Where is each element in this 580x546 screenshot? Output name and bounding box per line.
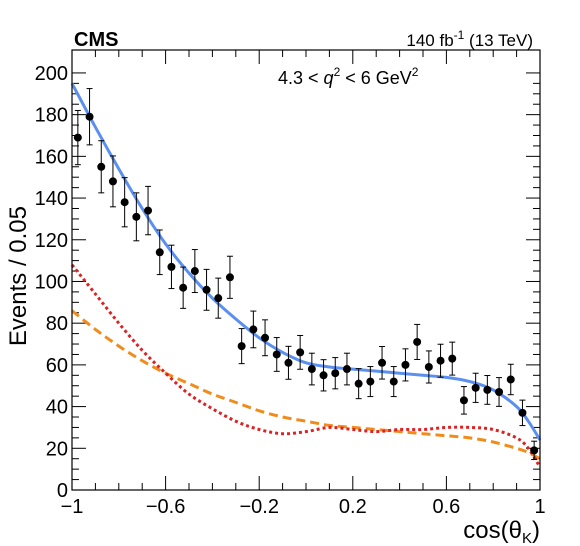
data-point	[307, 365, 316, 374]
data-points	[73, 88, 539, 461]
x-tick-label: −0.2	[239, 496, 278, 518]
data-point	[459, 396, 468, 405]
data-point	[261, 333, 270, 342]
y-tick-label: 120	[35, 230, 68, 252]
solid-curve	[70, 82, 542, 441]
data-point	[495, 387, 504, 396]
y-axis-title: Events / 0.05	[5, 206, 32, 346]
data-point	[354, 379, 363, 388]
data-point	[97, 162, 106, 171]
data-point	[108, 177, 117, 186]
data-point	[144, 206, 153, 215]
data-point	[471, 383, 480, 392]
data-point	[448, 354, 457, 363]
x-axis-ticks: −1 −0.6 −0.2 0.2 0.6 1	[61, 50, 546, 518]
data-point	[167, 262, 176, 271]
y-tick-label: 80	[46, 313, 68, 335]
data-point	[366, 377, 375, 386]
data-point	[378, 358, 387, 367]
dotted-curve	[70, 263, 542, 468]
y-tick-label: 40	[46, 397, 68, 419]
data-point	[506, 375, 515, 384]
data-point	[331, 369, 340, 378]
data-point	[483, 385, 492, 394]
data-point	[424, 362, 433, 371]
y-axis-ticks: 0 20 40 60 80 100 120 140 160 180 200	[35, 63, 540, 502]
x-tick-label: 0.2	[339, 496, 367, 518]
data-point	[225, 273, 234, 282]
x-axis-title: cos(θK)	[463, 517, 540, 546]
y-tick-label: 200	[35, 63, 68, 85]
data-point	[389, 377, 398, 386]
y-tick-label: 160	[35, 146, 68, 168]
data-point	[155, 248, 164, 257]
data-point	[319, 371, 328, 380]
x-tick-label: 0.6	[432, 496, 460, 518]
data-point	[249, 325, 258, 334]
data-point	[132, 212, 141, 221]
dashed-curve	[71, 309, 541, 461]
data-point	[179, 283, 188, 292]
data-point	[518, 408, 527, 417]
data-point	[284, 358, 293, 367]
data-point	[401, 360, 410, 369]
y-tick-label: 180	[35, 105, 68, 127]
y-tick-label: 60	[46, 355, 68, 377]
data-point	[272, 350, 281, 359]
data-point	[214, 294, 223, 303]
data-point	[85, 112, 94, 121]
data-point	[530, 446, 539, 455]
data-point	[73, 133, 82, 142]
x-tick-label: −1	[61, 496, 84, 518]
data-point	[413, 337, 422, 346]
plot-frame	[71, 49, 541, 491]
y-tick-label: 140	[35, 188, 68, 210]
data-point	[342, 365, 351, 374]
y-tick-label: 0	[57, 480, 68, 502]
y-tick-label: 100	[35, 271, 68, 293]
data-point	[237, 342, 246, 351]
x-tick-label: 1	[534, 496, 545, 518]
data-point	[202, 285, 211, 294]
experiment-label: CMS	[74, 29, 118, 51]
fit-curves	[70, 82, 542, 468]
data-point	[436, 356, 445, 365]
data-point	[190, 267, 199, 276]
data-point	[120, 198, 129, 207]
q2-range-label: 4.3 < q2 < 6 GeV2	[278, 65, 419, 88]
lumi-label: 140 fb-1 (13 TeV)	[406, 28, 533, 50]
x-tick-label: −0.6	[146, 496, 185, 518]
y-tick-label: 20	[46, 438, 68, 460]
data-point	[296, 348, 305, 357]
